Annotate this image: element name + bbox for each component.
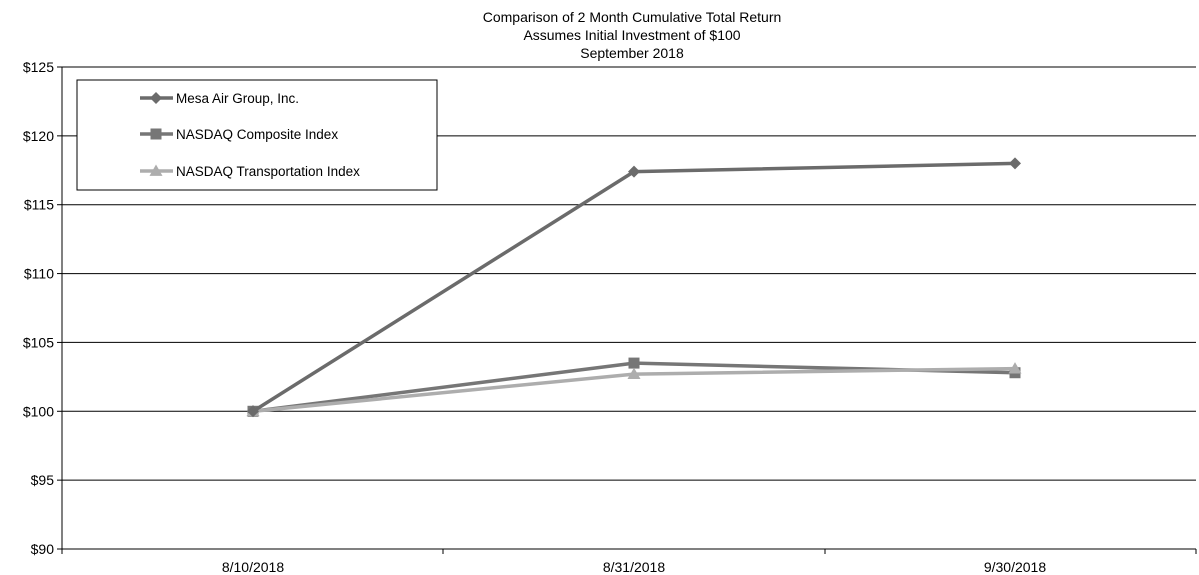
series-point (628, 357, 640, 369)
chart-title-line-2: Assumes Initial Investment of $100 (523, 27, 740, 43)
x-tick-label: 8/31/2018 (603, 559, 665, 575)
y-tick-label: $125 (23, 59, 54, 75)
x-tick-label: 8/10/2018 (222, 559, 284, 575)
legend-item: NASDAQ Transportation Index (140, 164, 360, 179)
series-0 (247, 157, 1021, 418)
series-1 (247, 357, 1021, 417)
series-group (246, 157, 1022, 418)
y-tick-label: $120 (23, 128, 54, 144)
legend-item: Mesa Air Group, Inc. (140, 91, 299, 106)
legend-swatch-marker (149, 164, 163, 176)
legend-box (76, 79, 438, 191)
series-point (628, 165, 640, 178)
y-axis-ticks: $90 $95 $100 $105 $110 $115 $120 $125 (23, 59, 62, 557)
y-tick-label: $90 (31, 541, 55, 557)
legend-label: NASDAQ Composite Index (176, 127, 338, 142)
series-2 (246, 362, 1022, 417)
chart-title-line-1: Comparison of 2 Month Cumulative Total R… (483, 9, 782, 25)
y-tick-label: $115 (24, 197, 54, 213)
y-tick-label: $105 (23, 334, 54, 350)
legend-label: Mesa Air Group, Inc. (176, 91, 299, 106)
legend: Mesa Air Group, Inc. NASDAQ Composite Ind… (76, 79, 438, 191)
axes (61, 67, 1196, 550)
legend-label: NASDAQ Transportation Index (176, 164, 360, 179)
y-tick-label: $110 (24, 266, 54, 282)
legend-swatch-marker (150, 92, 162, 104)
y-tick-label: $95 (31, 472, 55, 488)
legend-swatch-marker (150, 128, 162, 140)
series-point (1008, 362, 1022, 374)
chart-title: Comparison of 2 Month Cumulative Total R… (483, 9, 782, 61)
chart-title-line-3: September 2018 (580, 45, 684, 61)
series-point (247, 405, 259, 418)
x-tick-label: 9/30/2018 (984, 559, 1046, 575)
series-point (627, 367, 641, 379)
y-tick-label: $100 (23, 403, 54, 419)
x-axis-ticks: 8/10/2018 8/31/2018 9/30/2018 (61, 549, 1197, 575)
series-point (1009, 157, 1021, 170)
legend-item: NASDAQ Composite Index (140, 127, 338, 142)
